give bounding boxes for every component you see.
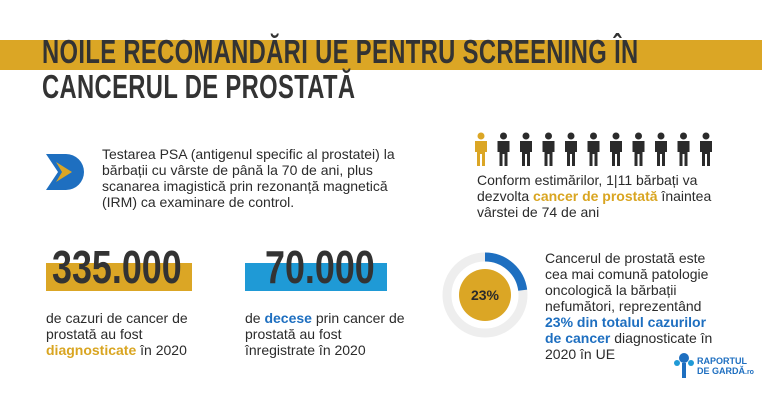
cases-number: 335.000 xyxy=(52,241,182,293)
risk-text: Conform estimărilor, 1|11 bărbați va dez… xyxy=(477,172,727,220)
logo-icon xyxy=(674,353,694,378)
text: diagnosticate în 2020 în UE xyxy=(545,330,713,362)
logo: RAPORTUL DE GARDĂ.ro xyxy=(697,356,754,378)
highlight: 23% din totalul cazurilor de cancer xyxy=(545,314,707,346)
person-icon xyxy=(700,132,712,166)
text: în 2020 xyxy=(136,342,187,358)
share-text: Cancerul de prostată este cea mai comună… xyxy=(545,250,725,362)
donut-label: 23% xyxy=(471,287,500,303)
text: Cancerul de prostată este cea mai comună… xyxy=(545,250,709,314)
people-icons xyxy=(475,132,712,166)
person-icon xyxy=(475,132,487,166)
number-band xyxy=(46,263,192,291)
deaths-text: de decese prin cancer de prostată au fos… xyxy=(245,310,405,358)
text: înaintea vârstei de 74 de ani xyxy=(477,188,712,220)
donut-center xyxy=(459,269,511,321)
play-icon xyxy=(46,154,84,190)
person-icon xyxy=(655,132,667,166)
logo-text: DE GARDĂ xyxy=(697,366,746,376)
person-icon xyxy=(677,132,690,166)
donut-arc xyxy=(484,252,528,292)
logo-text: RAPORTUL xyxy=(697,356,747,366)
cases-text: de cazuri de cancer de prostată au fost … xyxy=(46,310,206,358)
text: Conform estimărilor, 1|11 bărbați va dez… xyxy=(477,172,698,204)
intro-text: Testarea PSA (antigenul specific al pros… xyxy=(102,146,395,210)
donut: 23% xyxy=(442,252,528,338)
person-icon xyxy=(520,132,532,166)
text: de xyxy=(245,310,265,326)
text: de cazuri de cancer de prostată au fost xyxy=(46,310,188,342)
person-icon xyxy=(497,132,510,166)
logo-text: .ro xyxy=(745,369,754,376)
deaths-number: 70.000 xyxy=(265,241,375,293)
highlight: cancer de prostată xyxy=(533,188,658,204)
title: CANCERUL DE PROSTATĂ xyxy=(42,68,356,105)
title-band xyxy=(0,40,762,70)
person-icon xyxy=(587,132,600,166)
person-icon xyxy=(610,132,622,166)
highlight: diagnosticate xyxy=(46,342,137,358)
number-band xyxy=(245,263,387,291)
person-icon xyxy=(565,132,577,166)
text: prin cancer de prostată au fost înregist… xyxy=(245,310,405,358)
person-icon xyxy=(542,132,555,166)
person-icon xyxy=(632,132,645,166)
title: NOILE RECOMANDĂRI UE PENTRU SCREENING ÎN xyxy=(42,33,639,70)
highlight: decese xyxy=(264,310,312,326)
